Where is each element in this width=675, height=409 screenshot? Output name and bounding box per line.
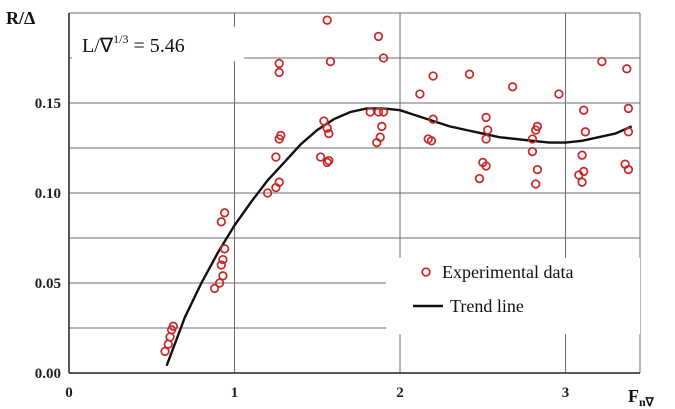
data-point [160,346,170,357]
data-point [554,89,564,99]
trend-line-series [165,107,633,367]
data-point [531,179,541,189]
x-tick-label: 1 [231,385,239,401]
data-point [507,82,518,92]
x-tick-label: 0 [65,385,73,401]
data-point [623,164,634,175]
data-point [322,15,332,25]
x-tick-label: 2 [396,385,404,401]
data-point [271,152,281,162]
data-point [373,107,384,117]
data-point [216,217,226,227]
data-point [219,208,230,218]
data-point [315,152,326,162]
annotation-box: L/∇1/3 = 5.46 [72,27,244,61]
legend-label-trend: Trend line [450,296,524,316]
annotation-exponent: 1/3 [113,32,128,46]
trend-line [165,107,633,367]
data-point [428,71,438,81]
data-point [481,134,491,144]
x-tick-labels: 0 1 2 3 [65,385,569,401]
data-point [428,114,438,124]
data-point [623,103,634,114]
data-point [579,105,589,115]
data-point [532,121,543,132]
data-point [274,177,284,187]
data-point [218,271,228,281]
legend-background [386,258,640,334]
data-point [377,121,387,132]
data-point [209,283,220,294]
data-point [168,321,178,331]
data-point [375,132,385,142]
data-point [415,89,425,99]
y-tick-label: 0.05 [35,276,61,292]
data-point [214,278,225,288]
data-point [532,164,543,175]
data-point [322,157,332,168]
data-point [577,177,587,187]
y-tick-label: 0.00 [35,366,61,382]
axes [68,13,640,374]
annotation-text: L/∇1/3 = 5.46 [82,32,185,57]
data-point [577,150,587,160]
data-point [483,125,493,135]
data-point [481,112,491,123]
data-point [322,123,332,133]
y-tick-label: 0.10 [35,186,61,202]
data-point [426,136,437,146]
data-point [319,116,329,126]
data-point [597,56,607,67]
data-point [579,166,589,177]
experimental-data-series [160,15,634,357]
y-tick-label: 0.15 [35,96,61,112]
legend: Experimental data Trend line [386,258,640,334]
legend-label-experimental: Experimental data [442,262,573,282]
data-point [527,134,538,144]
data-point [474,173,485,184]
data-point [580,127,591,137]
data-point [262,188,273,198]
data-point [623,127,634,137]
data-point [324,128,334,139]
data-point [218,254,228,265]
data-point [481,161,491,171]
data-point [378,53,389,63]
data-point [276,130,286,141]
data-point [378,107,389,117]
data-point [325,56,336,67]
x-tick-label: 3 [562,385,570,401]
data-point [274,58,284,69]
data-point [324,155,334,166]
y-tick-labels: 0.00 0.05 0.10 0.15 [35,96,61,382]
data-point [165,332,175,342]
legend-marker-experimental [421,267,431,277]
data-point [216,260,226,270]
data-point [274,67,284,78]
x-axis-title-main: F [628,386,639,406]
annotation-left: L/∇ [82,35,114,57]
annotation-right: = 5.46 [129,35,185,57]
x-axis-title-subscript: n∇ [639,395,655,409]
data-point [219,244,230,254]
annotation-background [72,27,244,61]
data-point [373,31,384,42]
data-point [622,64,632,74]
y-axis-title: R/Δ [6,8,35,28]
data-point [527,146,538,157]
data-point [464,69,475,79]
x-axis-title: Fn∇ [628,386,655,409]
